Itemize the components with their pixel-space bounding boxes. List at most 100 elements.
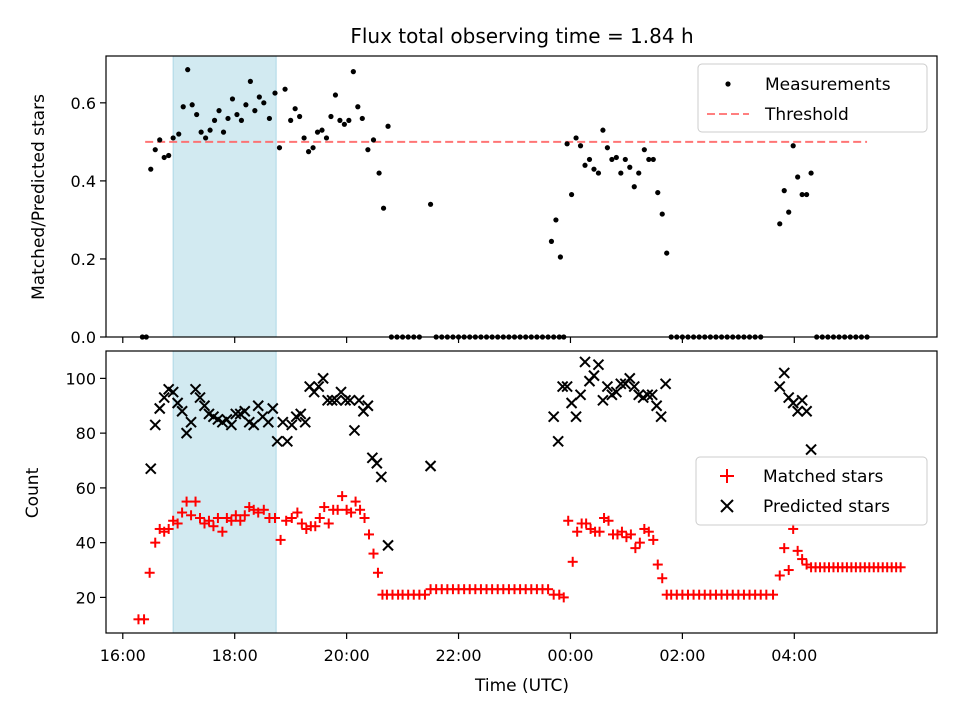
measurement-point — [323, 135, 330, 141]
predicted-star-point — [579, 356, 591, 368]
matched-star-point — [768, 589, 779, 600]
matched-star-point — [643, 526, 654, 537]
matched-star-point — [895, 562, 906, 573]
matched-star-point — [253, 507, 264, 518]
matched-star-point — [292, 507, 303, 518]
predicted-star-point — [299, 416, 311, 428]
matched-star-point — [150, 537, 161, 548]
predicted-star-point — [154, 402, 166, 415]
matched-star-point — [625, 529, 636, 540]
predicted-star-point — [339, 394, 352, 406]
predicted-star-point — [348, 424, 361, 437]
measurement-point — [189, 102, 195, 108]
matched-star-point — [310, 521, 321, 532]
predicted-star-point — [624, 372, 636, 385]
measurement-point — [216, 108, 222, 114]
measurement-point — [808, 170, 814, 176]
measurement-point — [220, 129, 227, 135]
matched-star-point — [594, 526, 605, 537]
predicted-star-point — [353, 394, 365, 406]
predicted-star-point — [800, 405, 813, 417]
bottom-legend-box — [695, 456, 928, 526]
predicted-star-point — [271, 435, 283, 448]
measurement-point — [328, 113, 334, 120]
matched-star-point — [543, 584, 554, 595]
measurement-point — [305, 149, 312, 155]
matched-star-point — [364, 529, 375, 540]
measurement-point — [229, 96, 236, 102]
legend-matched-label: Matched stars — [763, 467, 883, 487]
measurement-point — [256, 94, 262, 100]
matched-star-point — [783, 565, 794, 576]
measurement-point — [557, 254, 563, 260]
measurement-point — [238, 117, 245, 123]
measurement-point — [247, 78, 253, 84]
measurement-point — [288, 117, 294, 123]
x-tick-label: 22:00 — [435, 646, 481, 665]
matched-star-point — [774, 570, 785, 581]
matched-star-point — [230, 510, 241, 521]
measurement-point — [613, 154, 619, 161]
matched-star-point — [195, 513, 206, 524]
measurement-point — [166, 152, 172, 159]
top-legend: Measurements Threshold — [697, 63, 928, 133]
predicted-star-point — [597, 394, 609, 406]
matched-star-point — [281, 515, 292, 526]
measurement-point — [355, 104, 361, 110]
predicted-star-point — [592, 358, 605, 371]
matched-star-point — [419, 589, 430, 600]
top-observing-window-span — [172, 55, 277, 338]
matched-star-point — [269, 513, 280, 524]
measurement-point — [781, 188, 787, 194]
measurement-point — [148, 166, 154, 172]
predicted-star-point — [225, 419, 238, 431]
x-tick-label: 16:00 — [100, 646, 146, 665]
top-plot-area — [139, 55, 870, 340]
measurement-point — [600, 127, 606, 133]
predicted-star-point — [655, 411, 667, 423]
measurement-point — [211, 117, 218, 123]
measurement-point — [604, 145, 610, 151]
x-axis-label: Time (UTC) — [474, 676, 569, 696]
measurement-point — [194, 111, 200, 118]
measurement-point — [631, 184, 637, 190]
top-y-tick-label: 0.2 — [71, 250, 96, 269]
predicted-star-point — [335, 386, 347, 398]
legend-matched-marker — [720, 469, 734, 483]
top-x-ticks — [122, 337, 795, 343]
measurement-point — [427, 201, 434, 207]
matched-star-point — [368, 548, 379, 559]
matched-star-point — [581, 518, 592, 529]
predicted-star-point — [286, 419, 298, 431]
predicted-star-point — [344, 394, 356, 406]
matched-star-point — [572, 526, 583, 537]
matched-star-point — [144, 567, 155, 578]
predicted-star-point — [180, 427, 193, 439]
predicted-star-point — [628, 380, 640, 393]
predicted-star-point — [641, 389, 654, 401]
measurement-point — [185, 67, 191, 73]
matched-star-point — [350, 496, 361, 507]
measurement-point — [297, 113, 303, 120]
matched-star-point — [314, 513, 325, 524]
measurement-point — [180, 104, 186, 110]
matched-star-point — [792, 545, 803, 556]
measurement-point — [548, 238, 555, 244]
predicted-star-point — [565, 397, 578, 409]
measurement-point — [646, 156, 652, 163]
matched-star-point — [296, 518, 307, 529]
measurement-point — [655, 189, 661, 196]
measurement-point — [568, 191, 575, 198]
predicted-star-point — [194, 391, 206, 404]
predicted-star-point — [805, 443, 817, 456]
predicted-star-point — [145, 463, 157, 475]
predicted-star-point — [167, 386, 179, 398]
predicted-star-point — [787, 397, 799, 409]
measurement-point — [243, 102, 249, 108]
predicted-star-point — [198, 400, 211, 412]
matched-star-point — [239, 510, 250, 521]
measurement-point — [365, 147, 371, 153]
predicted-star-point — [659, 378, 672, 390]
matched-star-point — [603, 515, 614, 526]
matched-star-point — [258, 504, 269, 515]
